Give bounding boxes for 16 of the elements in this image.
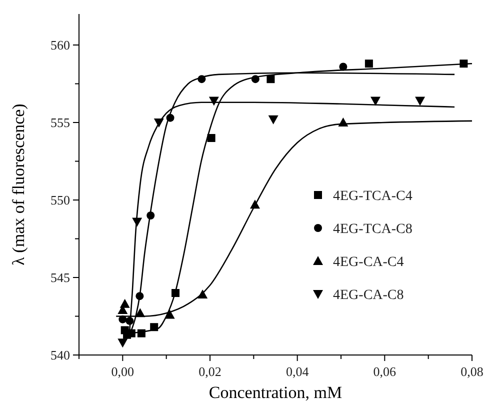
y-tick-label: 560 [50,38,70,52]
legend-label: 4EG-TCA-C4 [333,189,412,204]
x-tick-label: 0,08 [460,364,484,379]
y-axis-title: λ (max of fluorescence) [9,104,28,266]
y-tick-label: 540 [50,348,70,362]
legend-label: 4EG-CA-C4 [333,255,404,270]
y-tick-label: 550 [50,192,70,208]
x-tick-label: 0,04 [286,364,310,379]
x-tick-label: 0,02 [198,364,222,379]
y-tick-label: 545 [50,270,70,285]
x-axis-title: Concentration, mM [208,383,342,402]
legend-label: 4EG-TCA-C8 [333,222,412,237]
legend-label: 4EG-CA-C8 [333,288,404,303]
x-tick-label: 0,06 [373,364,397,379]
y-tick-label: 555 [50,115,70,130]
x-tick-label: 0,00 [111,364,134,379]
